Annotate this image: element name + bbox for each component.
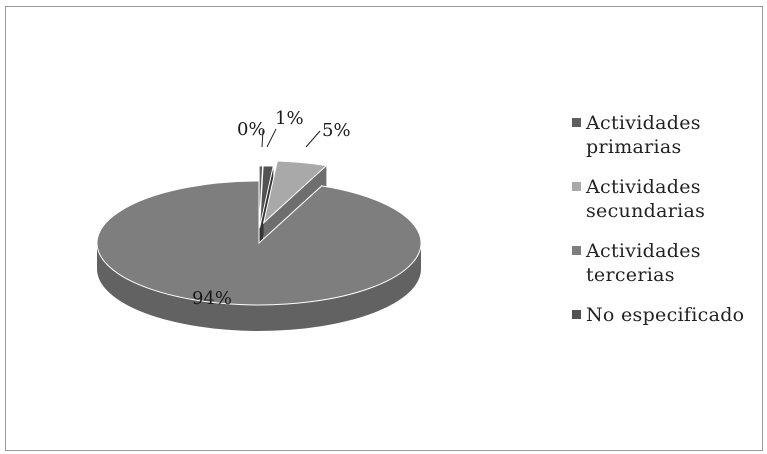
legend-swatch bbox=[572, 118, 581, 127]
leader-line-2 bbox=[305, 130, 321, 148]
legend-label-line1: Actividades bbox=[586, 176, 701, 198]
legend-item-actividades-secundarias: Actividades secundarias bbox=[572, 175, 762, 223]
data-label-no-especificado: 1% bbox=[275, 108, 304, 129]
legend-swatch bbox=[572, 182, 581, 191]
legend: Actividades primarias Actividades secund… bbox=[572, 111, 762, 343]
legend-swatch bbox=[572, 310, 581, 319]
pie-tops bbox=[96, 160, 422, 306]
pie-slice-actividades-tercerias bbox=[96, 180, 422, 306]
pie-slice-actividades-secundarias bbox=[262, 160, 328, 225]
legend-label-line1: Actividades bbox=[586, 112, 701, 134]
legend-label-line1: No especificado bbox=[586, 304, 745, 326]
legend-item-actividades-tercerias: Actividades tercerias bbox=[572, 239, 762, 287]
legend-label-line2: tercerias bbox=[586, 264, 675, 286]
data-label-actividades-secundarias: 5% bbox=[322, 120, 351, 141]
data-label-actividades-tercerias: 94% bbox=[192, 288, 232, 309]
legend-swatch bbox=[572, 246, 581, 255]
data-label-actividades-primarias: 0% bbox=[237, 119, 266, 140]
legend-label-line1: Actividades bbox=[586, 240, 701, 262]
legend-item-actividades-primarias: Actividades primarias bbox=[572, 111, 762, 159]
legend-item-no-especificado: No especificado bbox=[572, 303, 762, 327]
pie-side-2 bbox=[97, 243, 421, 331]
legend-label-line2: primarias bbox=[586, 136, 682, 158]
pie-labels: 0% 1% 5% 94% bbox=[192, 108, 351, 309]
chart-area: 0% 1% 5% 94% Actividades primarias Activida… bbox=[5, 6, 763, 451]
pie-slice-no-especificado bbox=[259, 165, 274, 228]
legend-label-line2: secundarias bbox=[586, 200, 706, 222]
leader-line-1 bbox=[266, 128, 277, 148]
pie-chart: 0% 1% 5% 94% bbox=[96, 108, 422, 331]
leader-line-0 bbox=[261, 129, 264, 148]
